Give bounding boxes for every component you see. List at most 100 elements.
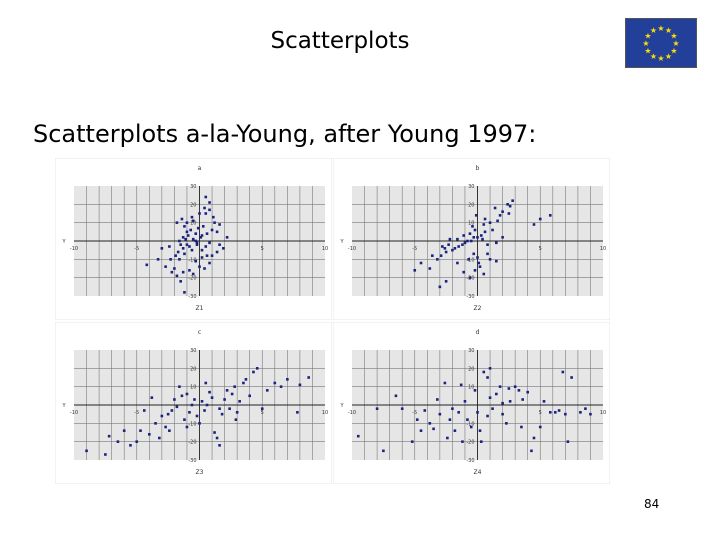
- data-point: [200, 248, 204, 252]
- data-point: [233, 385, 236, 388]
- data-point: [158, 436, 161, 440]
- data-point: [198, 265, 201, 268]
- data-point: [279, 385, 283, 388]
- x-tick-label: -5: [134, 410, 139, 416]
- data-point: [173, 267, 176, 270]
- data-point: [472, 252, 476, 256]
- data-point: [495, 241, 498, 245]
- data-point: [566, 440, 570, 443]
- data-point: [183, 418, 186, 421]
- data-point: [150, 396, 154, 399]
- data-point: [486, 252, 489, 256]
- data-point: [548, 214, 552, 217]
- x-tick-label: 10: [322, 410, 328, 416]
- data-point: [203, 206, 206, 210]
- data-point: [191, 219, 195, 223]
- x-tick-label: 10: [322, 246, 328, 252]
- scatterplot-figure: -10 -5 5 10 30 20 10 -10 -20 -30 a Z1 Y -10 -5 5 10 30 20…: [55, 158, 610, 484]
- data-point: [181, 236, 185, 239]
- scatterplot-c: -10 -5 5 10 30 20 10 -10 -20 -30 c Z3 Y: [55, 322, 332, 484]
- data-point: [467, 258, 471, 261]
- data-point: [493, 206, 497, 210]
- y-tick-label: -30: [466, 294, 474, 300]
- x-tick-label: 10: [600, 246, 606, 252]
- data-point: [191, 272, 195, 276]
- data-point: [501, 401, 504, 405]
- data-point: [538, 425, 542, 429]
- data-point: [415, 418, 419, 421]
- y-tick-label: 10: [190, 385, 196, 391]
- data-point: [129, 444, 132, 447]
- data-point: [444, 280, 448, 283]
- data-point: [190, 403, 194, 407]
- data-point: [145, 263, 149, 267]
- data-point: [200, 400, 204, 403]
- data-point: [230, 392, 234, 396]
- data-point: [286, 378, 289, 381]
- data-point: [208, 261, 211, 265]
- data-point: [107, 434, 111, 438]
- data-point: [482, 370, 486, 374]
- data-point: [507, 212, 511, 215]
- data-point: [265, 389, 269, 392]
- data-point: [213, 431, 216, 434]
- data-point: [228, 407, 231, 410]
- data-point: [495, 392, 498, 396]
- data-point: [164, 265, 167, 268]
- data-point: [436, 258, 439, 261]
- data-point: [446, 436, 449, 440]
- data-point: [168, 245, 171, 248]
- data-point: [116, 440, 120, 443]
- data-point: [156, 258, 160, 261]
- y-axis-label: Y: [61, 239, 66, 245]
- data-point: [473, 228, 477, 232]
- data-point: [168, 429, 171, 432]
- data-point: [188, 411, 191, 414]
- data-point: [194, 232, 198, 235]
- data-point: [170, 270, 174, 274]
- data-point: [356, 434, 360, 438]
- data-point: [218, 243, 221, 246]
- data-point: [513, 385, 517, 388]
- data-point: [188, 245, 191, 248]
- data-point: [220, 412, 224, 416]
- data-point: [186, 234, 190, 237]
- y-tick-label: 10: [468, 221, 474, 227]
- data-point: [508, 400, 512, 403]
- panel-title: a: [198, 165, 202, 172]
- data-point: [438, 412, 442, 416]
- data-point: [170, 409, 174, 412]
- data-point: [213, 221, 216, 224]
- data-point: [584, 407, 587, 410]
- data-point: [438, 285, 442, 289]
- data-point: [215, 250, 219, 254]
- y-tick-label: 20: [190, 202, 196, 208]
- data-point: [444, 250, 448, 254]
- slide-subtitle: Scatterplots a-la-Young, after Young 199…: [33, 120, 537, 148]
- y-tick-label: -20: [188, 440, 196, 446]
- scatterplot-a: -10 -5 5 10 30 20 10 -10 -20 -30 a Z1 Y: [55, 158, 332, 320]
- data-point: [122, 429, 126, 432]
- data-point: [423, 409, 427, 412]
- x-tick-label: -5: [412, 246, 417, 252]
- data-point: [218, 444, 221, 447]
- data-point: [448, 237, 452, 241]
- y-tick-label: 20: [468, 202, 474, 208]
- y-tick-label: 10: [468, 385, 474, 391]
- data-point: [483, 217, 487, 221]
- data-point: [175, 405, 179, 409]
- x-axis-label: Z3: [196, 469, 204, 476]
- y-tick-label: -10: [466, 257, 474, 263]
- data-point: [210, 228, 214, 232]
- data-point: [185, 425, 189, 429]
- data-point: [208, 390, 211, 394]
- data-point: [476, 256, 479, 259]
- data-point: [483, 230, 487, 234]
- y-tick-label: 20: [190, 366, 196, 372]
- data-point: [225, 389, 229, 392]
- x-tick-label: -10: [70, 246, 78, 252]
- data-point: [191, 237, 195, 241]
- data-point: [208, 201, 211, 204]
- y-axis-label: Y: [339, 403, 344, 409]
- data-point: [469, 239, 473, 243]
